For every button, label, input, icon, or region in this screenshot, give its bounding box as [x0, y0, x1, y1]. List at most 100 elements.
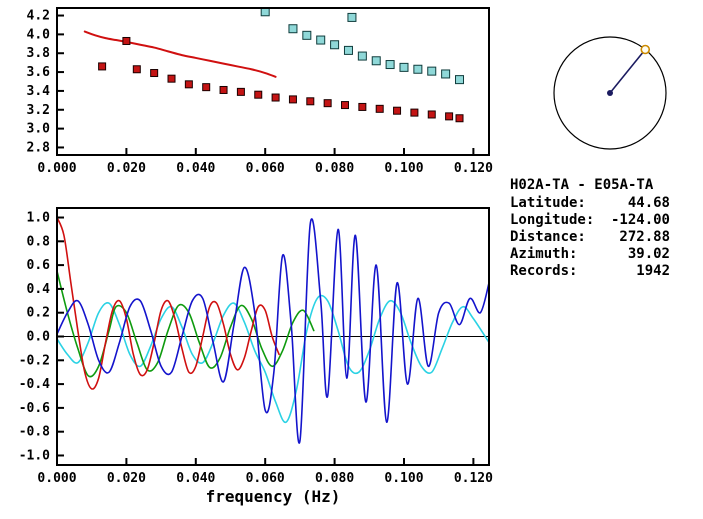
station-info-panel: H02A-TA - E05A-TA Latitude: 44.68 Longit… [510, 177, 670, 280]
group-velocity-measured-marker [150, 69, 159, 78]
x-tick-label: 0.040 [176, 161, 215, 176]
azimuth-station-marker [640, 44, 651, 55]
x-tick-label: 0.120 [454, 161, 493, 176]
phase-velocity-measured-marker [371, 56, 381, 66]
group-velocity-measured-marker [288, 95, 297, 104]
y-tick-label: -0.2 [19, 353, 50, 368]
x-tick-label: 0.040 [176, 471, 215, 486]
y-tick-label: 0.4 [27, 282, 51, 297]
group-velocity-measured-marker [219, 85, 228, 94]
distance-value: 272.88 [619, 229, 670, 245]
azimuth-value: 39.02 [627, 246, 670, 262]
group-velocity-measured-marker [254, 90, 263, 99]
series-group-velocity-measured [98, 36, 464, 123]
x-axis-ticks: 0.000 0.020 0.040 0.060 0.080 0.100 0.120 [37, 458, 493, 486]
phase-velocity-measured-marker [288, 24, 298, 34]
series-trace-red [56, 216, 280, 390]
trace-cyan-path [56, 294, 490, 424]
azimuth-circle [553, 36, 667, 150]
phase-velocity-measured-marker [441, 69, 451, 79]
plot-frame [56, 7, 490, 156]
phase-velocity-measured-marker [413, 64, 423, 74]
latitude-value: 44.68 [627, 195, 670, 211]
longitude-value: -124.00 [610, 212, 670, 228]
x-tick-label: 0.000 [37, 161, 76, 176]
phase-velocity-measured-marker [427, 66, 437, 76]
info-row-latitude: Latitude: 44.68 [510, 195, 670, 212]
group-velocity-measured-marker [122, 36, 131, 45]
info-row-azimuth: Azimuth: 39.02 [510, 246, 670, 263]
phase-velocity-measured-marker [302, 30, 312, 40]
group-velocity-measured-marker [341, 101, 349, 110]
x-tick-label: 0.060 [246, 161, 285, 176]
y-tick-label: -0.8 [19, 425, 50, 440]
x-axis-label: frequency (Hz) [206, 487, 341, 506]
group-velocity-measured-marker [445, 112, 454, 121]
phase-velocity-measured-marker [399, 62, 409, 72]
series-phase-velocity-curve [83, 30, 277, 78]
info-row-records: Records: 1942 [510, 263, 670, 280]
group-velocity-measured-marker [184, 80, 193, 89]
group-velocity-measured-marker [410, 108, 419, 117]
group-velocity-measured-marker [132, 65, 141, 74]
series-phase-velocity-measured [260, 7, 465, 85]
y-tick-label: -0.4 [19, 377, 50, 392]
x-tick-label: 0.120 [454, 471, 493, 486]
x-tick-label: 0.020 [107, 161, 146, 176]
phase-velocity-measured-marker [347, 12, 357, 22]
series-trace-blue [56, 218, 490, 444]
info-row-longitude: Longitude: -124.00 [510, 212, 670, 229]
group-velocity-measured-marker [393, 106, 402, 115]
dial-center-dot [607, 90, 613, 96]
phase-velocity-measured-marker [330, 40, 340, 50]
x-tick-label: 0.100 [384, 161, 423, 176]
distance-label: Distance: [510, 229, 586, 245]
phase-velocity-measured-marker [357, 51, 367, 61]
y-tick-label: 3.6 [27, 65, 51, 80]
x-tick-label: 0.100 [384, 471, 423, 486]
x-tick-label: 0.020 [107, 471, 146, 486]
phase-velocity-measured-marker [385, 60, 395, 70]
group-velocity-measured-marker [306, 97, 315, 106]
longitude-label: Longitude: [510, 212, 595, 228]
trace-blue-path [56, 218, 490, 444]
dispersion-chart: 0.000 0.020 0.040 0.060 0.080 0.100 0.120 2.8 3.… [27, 7, 493, 176]
phase-velocity-curve-path [83, 30, 277, 78]
x-axis-ticks: 0.000 0.020 0.040 0.060 0.080 0.100 0.120 [37, 148, 493, 176]
group-velocity-measured-marker [202, 83, 211, 92]
series-trace-cyan [56, 294, 490, 424]
group-velocity-measured-marker [236, 87, 245, 96]
group-velocity-measured-marker [427, 110, 436, 119]
info-row-distance: Distance: 272.88 [510, 229, 670, 246]
phase-velocity-measured-marker [316, 35, 326, 45]
group-velocity-measured-marker [271, 93, 280, 102]
azimuth-line [609, 48, 646, 94]
station-pair-title: H02A-TA - E05A-TA [510, 177, 654, 193]
y-tick-label: 1.0 [27, 211, 51, 226]
latitude-label: Latitude: [510, 195, 586, 211]
y-tick-label: 3.4 [27, 84, 51, 99]
phase-velocity-measured-marker [343, 45, 353, 55]
azimuth-label: Azimuth: [510, 246, 578, 262]
x-tick-label: 0.060 [246, 471, 285, 486]
trace-red-path [56, 216, 280, 390]
y-tick-label: 4.0 [27, 27, 51, 42]
phase-velocity-measured-marker [455, 75, 465, 85]
records-value: 1942 [636, 263, 670, 279]
y-tick-label: -1.0 [19, 448, 50, 463]
y-tick-label: 0.0 [27, 330, 51, 345]
y-tick-label: 2.8 [27, 140, 51, 155]
group-velocity-measured-marker [358, 102, 367, 111]
x-tick-label: 0.000 [37, 471, 76, 486]
group-velocity-measured-marker [98, 62, 107, 71]
y-tick-label: -0.6 [19, 401, 50, 416]
x-tick-label: 0.080 [315, 161, 354, 176]
y-tick-label: 3.0 [27, 122, 51, 137]
azimuth-dial [553, 36, 667, 150]
x-tick-label: 0.080 [315, 471, 354, 486]
y-tick-label: 0.2 [27, 306, 50, 321]
group-velocity-measured-marker [455, 114, 464, 123]
records-label: Records: [510, 263, 578, 279]
y-tick-label: 0.6 [27, 258, 51, 273]
